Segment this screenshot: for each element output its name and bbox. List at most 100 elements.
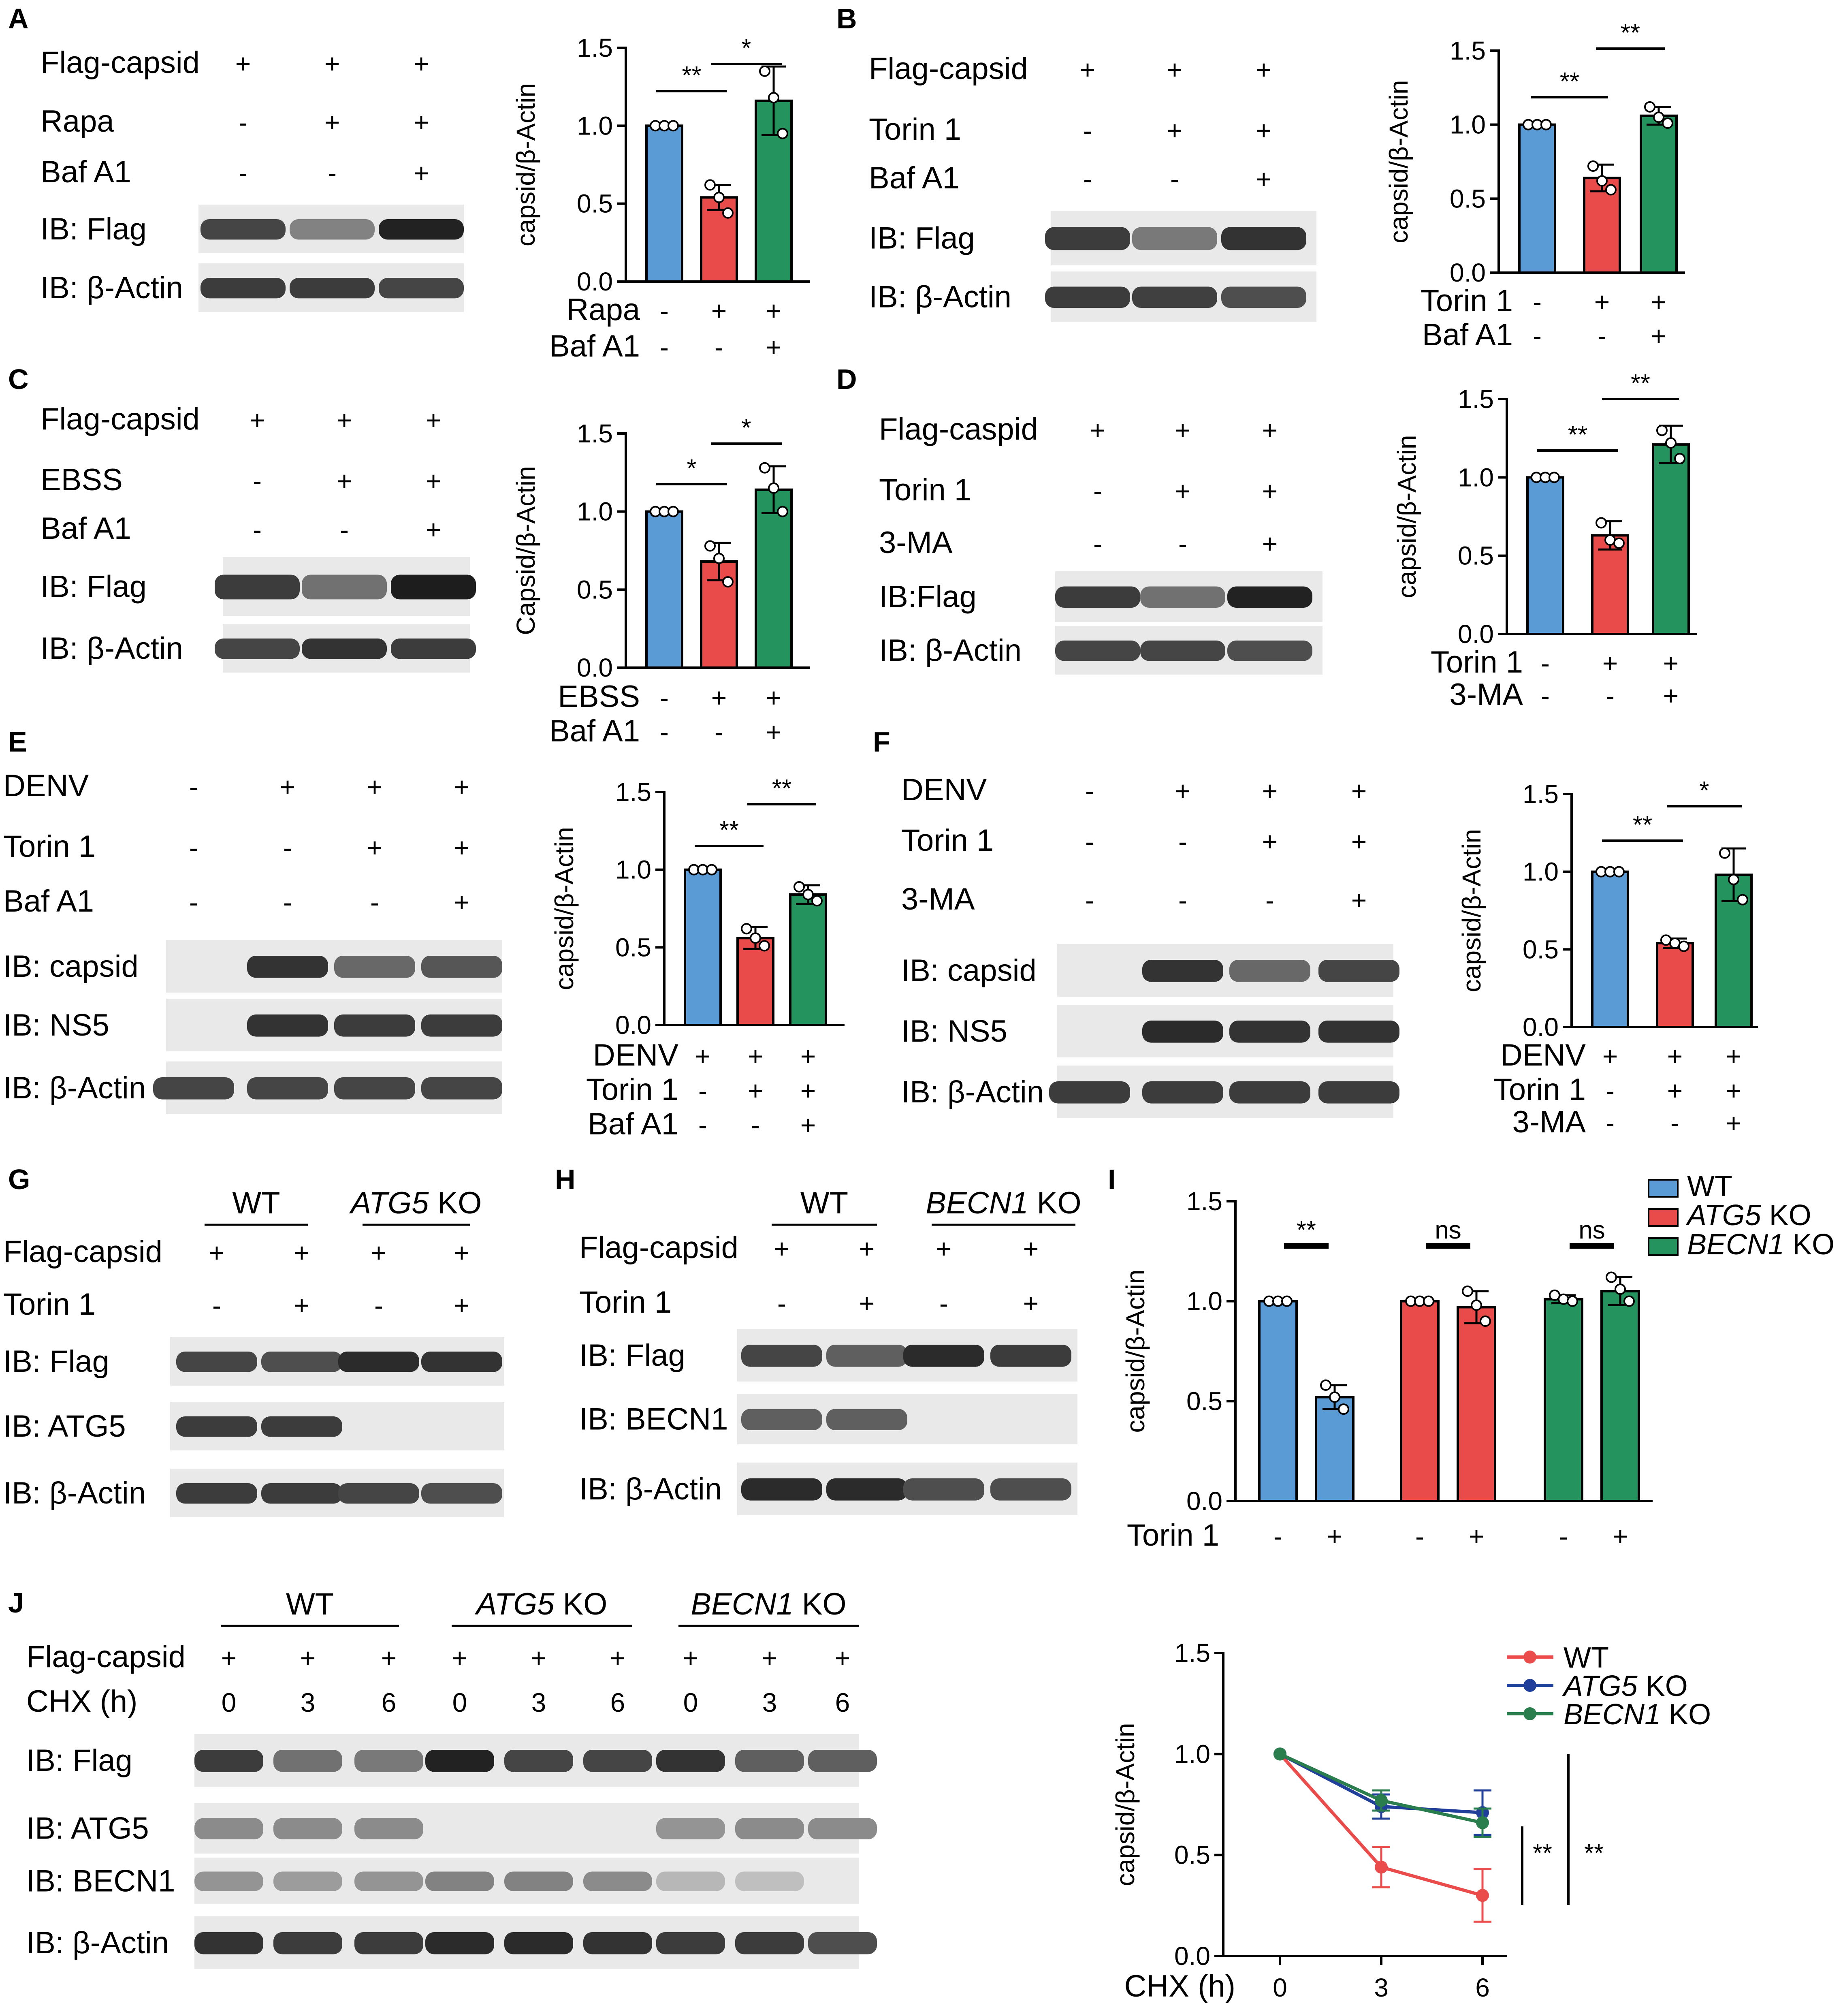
protein-band [1049,1081,1130,1104]
y-tick-label: 1.5 [1523,779,1559,809]
bar [1591,534,1629,636]
y-tick-label: 0.0 [1186,1486,1222,1516]
x-row-sign: + [1726,1108,1742,1138]
group-label-J-2-italic: BECN1 [691,1587,793,1621]
protein-band [338,1483,419,1504]
legend-label-italic: BECN1 [1564,1698,1661,1731]
data-point [704,179,716,191]
protein-band [735,1750,804,1772]
x-row-sign: + [1726,1041,1742,1071]
bar [645,124,683,283]
treatment-sign: + [426,515,442,545]
x-row-sign: + [800,1076,816,1106]
treatment-label: DENV [3,769,89,803]
bar [1652,443,1690,635]
treatment-sign: - [1178,529,1187,559]
treatment-sign: 3 [762,1687,777,1717]
treatment-sign: - [239,107,247,137]
treatment-sign: + [1175,476,1191,506]
group-label-H-1-text: KO [1028,1186,1081,1220]
data-point [1737,894,1748,905]
x-row-sign: + [800,1041,816,1071]
y-tick-label: 0.5 [1458,541,1494,570]
group-label-H-0-text: WT [800,1186,848,1220]
treatment-sign: + [454,772,470,802]
x-row-sign: - [1415,1521,1424,1551]
x-row-sign: - [660,717,669,747]
protein-band [290,219,375,240]
protein-band [176,1416,257,1437]
treatment-sign: + [1175,415,1191,445]
legend-label-text: KO [1784,1228,1834,1261]
data-point [794,881,805,893]
treatment-sign: + [1351,776,1367,806]
significance-label: ** [1584,1839,1604,1867]
protein-band [656,1871,725,1891]
treatment-sign: + [1256,115,1272,145]
significance-label: * [741,414,751,442]
treatment-sign: + [294,1238,310,1268]
protein-band [1229,1081,1310,1104]
treatment-sign: + [1023,1234,1039,1264]
x-tick-label: 6 [1475,1973,1490,2002]
treatment-sign: 3 [531,1687,546,1717]
treatment-sign: - [370,887,379,917]
series-point [1375,1794,1388,1807]
data-point [768,92,779,104]
treatment-sign: - [1083,115,1092,145]
data-point [1605,184,1617,196]
data-point [1656,425,1668,436]
data-point [1462,1286,1473,1297]
x-row-sign: + [766,332,782,362]
protein-band [261,1416,342,1437]
x-row-sign: + [711,683,727,713]
treatment-sign: + [280,772,296,802]
treatment-sign: + [531,1643,547,1673]
x-row-label: Baf A1 [549,714,640,748]
x-row-sign: - [1598,321,1606,351]
antibody-label: IB: BECN1 [26,1864,175,1899]
treatment-sign: + [1167,115,1183,145]
treatment-sign: - [777,1288,786,1318]
x-row-label: Torin 1 [1421,284,1513,318]
protein-band [354,1932,423,1954]
treatment-sign: + [1175,776,1191,806]
treatment-sign: - [1178,826,1187,856]
data-point [1423,1295,1434,1307]
line-chart-J: 0.0 0.5 1.0 1.5 0 3 6 CHX (h) capsid/β-Actin WTAT… [1111,1638,1711,2003]
y-axis-title: capsid/β-Actin [1111,1723,1140,1886]
legend-label: BECN1 KO [1687,1228,1834,1261]
treatment-sign: 6 [610,1687,625,1717]
data-point [706,864,717,876]
legend-label-italic: ATG5 [1562,1670,1638,1702]
panel-letter-E: E [8,726,27,758]
legend-swatch [1648,1237,1679,1256]
panel-letter-H: H [555,1164,576,1195]
treatment-sign: + [209,1238,225,1268]
treatment-sign: + [610,1643,626,1673]
panel-letter-A: A [8,3,29,34]
treatment-sign: + [1262,776,1278,806]
protein-band [1318,1021,1399,1043]
bar [736,937,774,1026]
protein-band [735,1818,804,1839]
protein-band [1055,586,1140,608]
group-label-H-1: BECN1 KO [926,1186,1081,1220]
protein-band [808,1932,877,1954]
significance-label: ** [1568,421,1587,449]
treatment-sign: + [1256,55,1272,85]
treatment-label: DENV [901,773,987,807]
protein-band [1132,227,1217,250]
y-axis-title: capsid/β-Actin [511,83,540,246]
group-label-J-0-text: WT [286,1587,334,1621]
treatment-sign: + [1351,826,1367,856]
bar [789,893,827,1026]
treatment-sign: + [454,833,470,863]
data-point [1567,1295,1578,1307]
x-row-label: 3-MA [1449,677,1523,712]
data-point [1613,537,1625,549]
protein-band [247,956,328,978]
protein-band [194,1932,263,1954]
treatment-sign: + [426,405,442,435]
